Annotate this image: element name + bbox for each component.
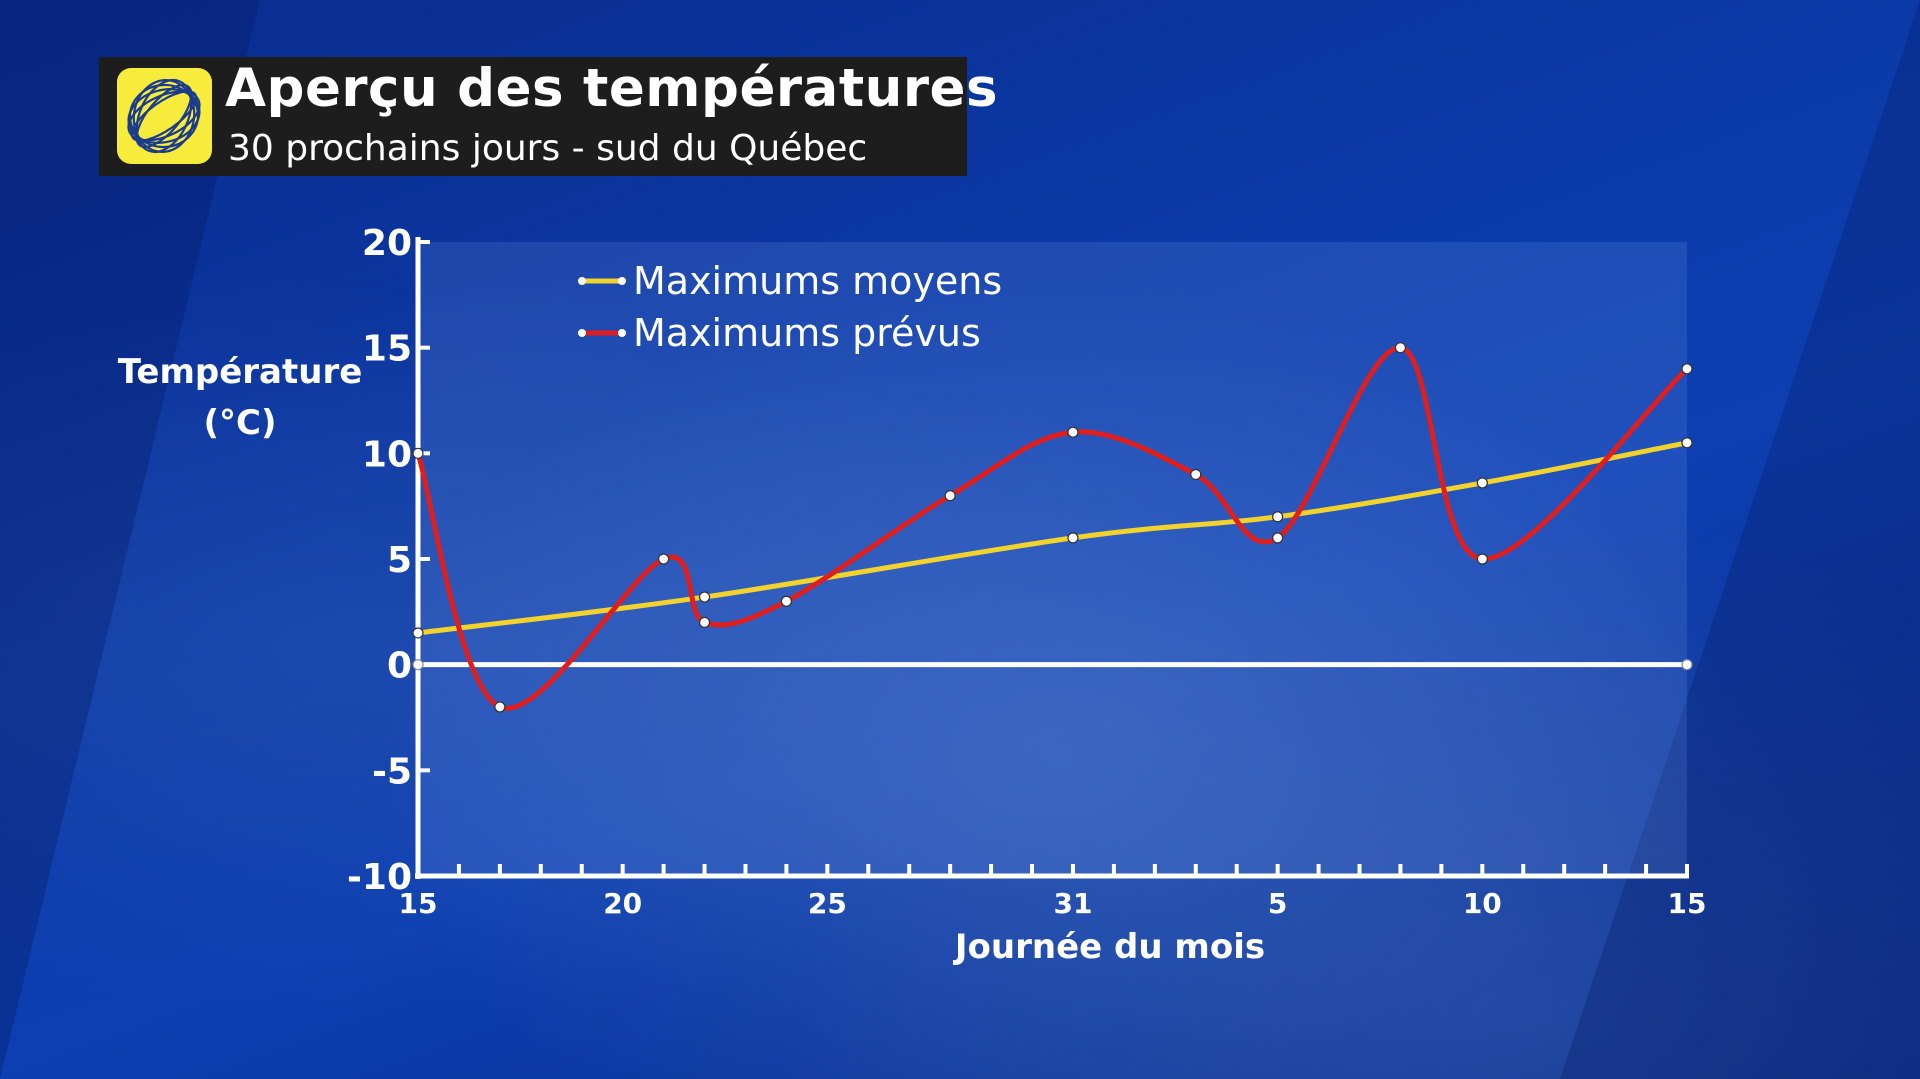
forecast-max-point xyxy=(1476,553,1488,565)
page-title: Aperçu des températures xyxy=(225,58,999,119)
forecast-max-point xyxy=(1394,342,1407,354)
average-max-legend-dot-left xyxy=(578,277,586,285)
y-tick-label: 0 xyxy=(387,646,412,687)
title-box xyxy=(99,57,967,176)
forecast-max-point xyxy=(944,490,956,502)
x-tick-label: 10 xyxy=(1463,887,1502,920)
y-axis-label: Température xyxy=(117,352,363,392)
forecast-max-point xyxy=(1067,426,1079,438)
forecast-max-point xyxy=(412,447,424,459)
average-max-point xyxy=(1476,477,1488,489)
average-max-series xyxy=(412,437,1693,639)
average-max-point xyxy=(1272,511,1284,523)
legend: Maximums moyens Maximums prévus xyxy=(578,259,1002,355)
page-subtitle: 30 prochains jours - sud du Québec xyxy=(228,128,868,169)
average-max-point xyxy=(1067,532,1079,544)
x-tick-label: 5 xyxy=(1268,887,1287,920)
y-tick-label: 10 xyxy=(362,434,412,475)
zero-reference-point xyxy=(1681,659,1693,671)
y-tick-label: 5 xyxy=(387,540,412,581)
average-max-point xyxy=(1681,437,1693,449)
forecast-max-point xyxy=(494,701,506,713)
axes: -10 -5 0 5 10 15 20 15 20 25 31 5 10 15 xyxy=(347,223,1707,920)
y-tick-label: -10 xyxy=(347,857,412,898)
logo-swirl-icon xyxy=(117,68,212,164)
average-max-point xyxy=(698,591,711,603)
average-max-legend-label: Maximums moyens xyxy=(633,259,1002,303)
x-tick-label: 20 xyxy=(603,887,642,920)
x-tick-label: 15 xyxy=(399,887,438,920)
average-max-point xyxy=(412,627,424,639)
x-tick-label: 25 xyxy=(808,887,847,920)
forecast-max-legend-dot-right xyxy=(618,329,626,337)
series-layer xyxy=(412,342,1693,713)
forecast-max-point xyxy=(1272,532,1284,544)
y-tick-label: -5 xyxy=(372,751,412,792)
forecast-max-point xyxy=(1681,363,1693,375)
forecast-max-legend-label: Maximums prévus xyxy=(633,311,981,355)
y-axis-unit-label: (°C) xyxy=(203,403,277,443)
average-max-legend-dot-right xyxy=(618,277,626,285)
zero-reference-point xyxy=(412,659,424,671)
x-tick-label: 15 xyxy=(1668,887,1707,920)
forecast-max-point xyxy=(658,553,670,565)
forecast-max-legend-dot-left xyxy=(578,329,586,337)
y-tick-label: 20 xyxy=(362,223,412,264)
zero-reference-series xyxy=(412,659,1693,671)
y-tick-label: 15 xyxy=(362,329,412,370)
plot-area xyxy=(418,242,1687,876)
forecast-max-line xyxy=(415,345,1690,711)
forecast-max-series xyxy=(412,342,1693,713)
x-tick-label: 31 xyxy=(1053,887,1092,920)
average-max-line xyxy=(415,440,1690,636)
forecast-max-point xyxy=(780,595,793,607)
x-axis-label: Journée du mois xyxy=(953,927,1265,967)
forecast-max-point xyxy=(698,616,711,629)
forecast-max-point xyxy=(1190,468,1202,481)
